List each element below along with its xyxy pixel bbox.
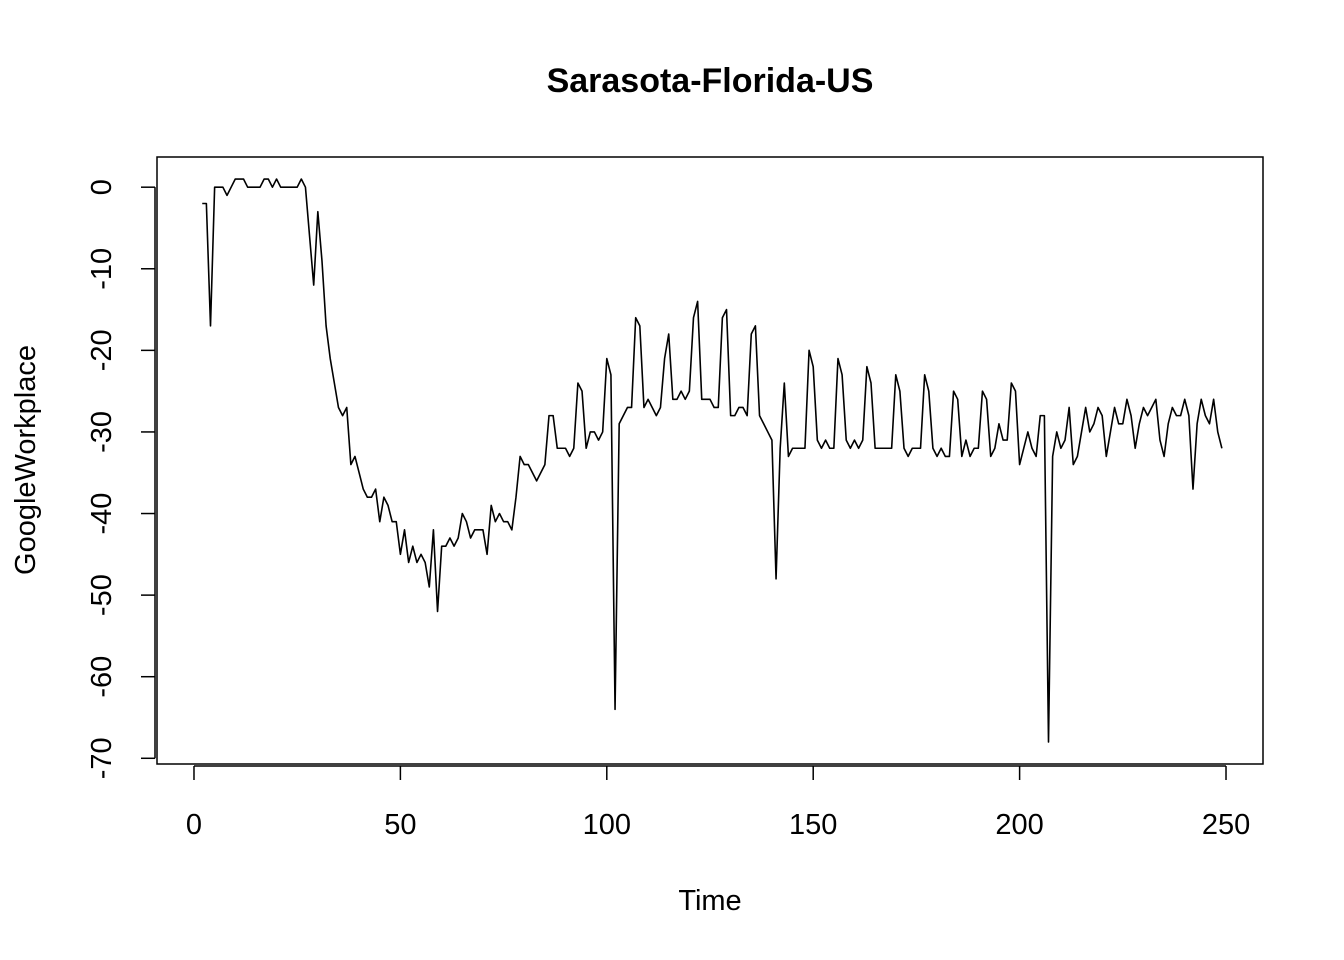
x-tick-label: 0 <box>186 809 202 841</box>
x-tick-label: 50 <box>384 809 416 841</box>
x-tick-label: 100 <box>583 809 631 841</box>
x-tick-label: 200 <box>995 809 1043 841</box>
y-tick-label: -10 <box>86 248 118 290</box>
x-axis: 0 50 100 150 200 250 <box>186 765 1250 841</box>
series-line <box>202 178 1223 743</box>
x-axis-label: Time <box>678 885 741 917</box>
y-tick-label: -20 <box>86 329 118 371</box>
y-tick-label: -70 <box>86 737 118 779</box>
y-tick-label: -60 <box>86 656 118 698</box>
y-tick-label: 0 <box>86 179 118 195</box>
y-tick-label: -30 <box>86 411 118 453</box>
y-tick-label: -40 <box>86 493 118 535</box>
y-axis-label: GoogleWorkplace <box>10 345 42 575</box>
y-axis: 0 -10 -20 -30 -40 -50 -60 -70 <box>86 179 156 779</box>
y-tick-label: -50 <box>86 574 118 616</box>
chart-title: Sarasota-Florida-US <box>547 62 874 100</box>
x-tick-label: 150 <box>789 809 837 841</box>
plot-frame <box>156 156 1264 765</box>
x-tick-label: 250 <box>1202 809 1250 841</box>
